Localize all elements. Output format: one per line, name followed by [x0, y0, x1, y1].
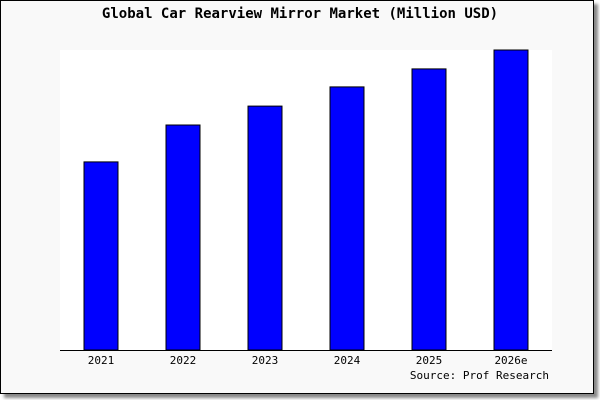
x-tick-label: 2024 — [334, 354, 361, 367]
source-note: Source: Prof Research — [410, 369, 549, 382]
x-tick-label: 2021 — [88, 354, 115, 367]
bar-2025 — [411, 68, 447, 351]
plot-area — [60, 50, 552, 350]
bar-2026e — [493, 49, 529, 351]
x-tick-label: 2025 — [416, 354, 443, 367]
x-tick-label: 2023 — [252, 354, 279, 367]
bar-2022 — [165, 124, 201, 351]
chart-title: Global Car Rearview Mirror Market (Milli… — [101, 6, 499, 22]
x-tick-label: 2026e — [494, 354, 527, 367]
bar-2024 — [329, 86, 365, 351]
x-tick-label: 2022 — [170, 354, 197, 367]
bar-2021 — [83, 161, 119, 351]
bar-2023 — [247, 105, 283, 351]
